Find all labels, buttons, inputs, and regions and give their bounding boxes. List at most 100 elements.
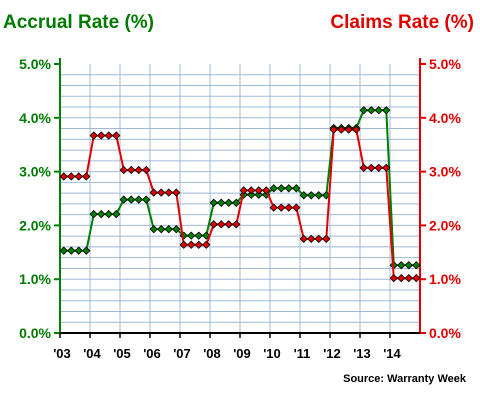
accrual-point [277,184,286,193]
x-tick-label: '03 [53,346,71,361]
accrual-point [307,191,316,200]
accrual-point [209,198,218,207]
accrual-point [269,184,278,193]
accrual-point [292,184,301,193]
left-tick-label: 5.0% [19,56,51,72]
accrual-point [97,209,106,219]
accrual-point [217,198,226,207]
claims-point [329,125,338,134]
accrual-point [142,195,151,204]
accrual-point [359,106,368,115]
claims-point [149,188,158,197]
claims-point [277,203,286,212]
x-tick-label: '11 [294,346,311,361]
right-tick-label: 0.0% [429,325,461,341]
claims-point [209,220,218,229]
claims-point [164,188,173,197]
claims-point [74,172,83,181]
accrual-point [104,209,113,219]
claims-point [89,131,98,140]
left-tick-label: 2.0% [19,217,51,233]
claims-point [344,125,353,134]
claims-point [97,131,106,140]
accrual-point [314,191,323,200]
right-tick-label: 5.0% [429,56,461,72]
claims-point [397,273,406,283]
claims-point [307,234,316,244]
claims-point [262,186,271,195]
claims-point [224,220,233,229]
accrual-point [224,198,233,207]
claims-point [239,186,248,195]
x-tick-label: '14 [383,346,401,361]
accrual-point [172,225,181,234]
claims-point [194,240,203,249]
claims-point [314,234,323,244]
accrual-point [194,231,203,240]
claims-point [112,131,121,140]
accrual-point [134,195,143,204]
x-tick-label: '12 [323,346,341,361]
left-tick-label: 0.0% [19,325,51,341]
accrual-point [232,198,241,207]
claims-point [359,163,368,172]
claims-point [202,240,211,249]
x-tick-label: '10 [263,346,281,361]
claims-point [337,125,346,134]
accrual-point [149,225,158,234]
claims-point [157,188,166,197]
x-tick-label: '13 [353,346,371,361]
source-note: Source: Warranty Week [343,373,466,385]
accrual-point [284,184,293,193]
claims-point [59,172,68,181]
claims-point [142,165,151,175]
right-axis-title: Claims Rate (%) [330,12,474,33]
claims-point [322,234,331,244]
claims-point [412,273,421,283]
accrual-point [157,225,166,234]
x-tick-label: '07 [173,346,191,361]
claims-point [299,234,308,244]
accrual-point [82,246,91,255]
accrual-point [127,195,136,204]
accrual-point [397,261,406,270]
claims-point [119,165,128,175]
right-tick-label: 3.0% [429,164,461,180]
accrual-point [187,231,196,240]
left-tick-label: 1.0% [19,271,51,287]
accrual-point [247,190,256,199]
accrual-point [67,246,76,255]
claims-point [389,273,398,283]
accrual-point [89,209,98,219]
claims-point [374,163,383,172]
claims-point [127,165,136,175]
claims-point [232,220,241,229]
claims-point [269,203,278,212]
claims-point [382,163,391,172]
claims-point [352,125,361,134]
claims-point [292,203,301,212]
claims-point [247,186,256,195]
right-tick-label: 4.0% [429,110,461,126]
accrual-point [299,191,308,200]
right-tick-label: 2.0% [429,217,461,233]
x-tick-label: '08 [203,346,221,361]
claims-point [217,220,226,229]
right-tick-label: 1.0% [429,271,461,287]
claims-point [254,186,263,195]
claims-point [104,131,113,140]
accrual-point [119,195,128,204]
claims-point [404,273,413,283]
claims-point [82,172,91,181]
claims-point [367,163,376,172]
claims-point [179,240,188,249]
left-tick-label: 4.0% [19,110,51,126]
left-tick-label: 3.0% [19,164,51,180]
x-tick-label: '04 [83,346,101,361]
accrual-point [74,246,83,255]
accrual-point [367,106,376,115]
claims-line [63,128,417,280]
x-tick-label: '05 [113,346,131,361]
accrual-point [404,261,413,270]
